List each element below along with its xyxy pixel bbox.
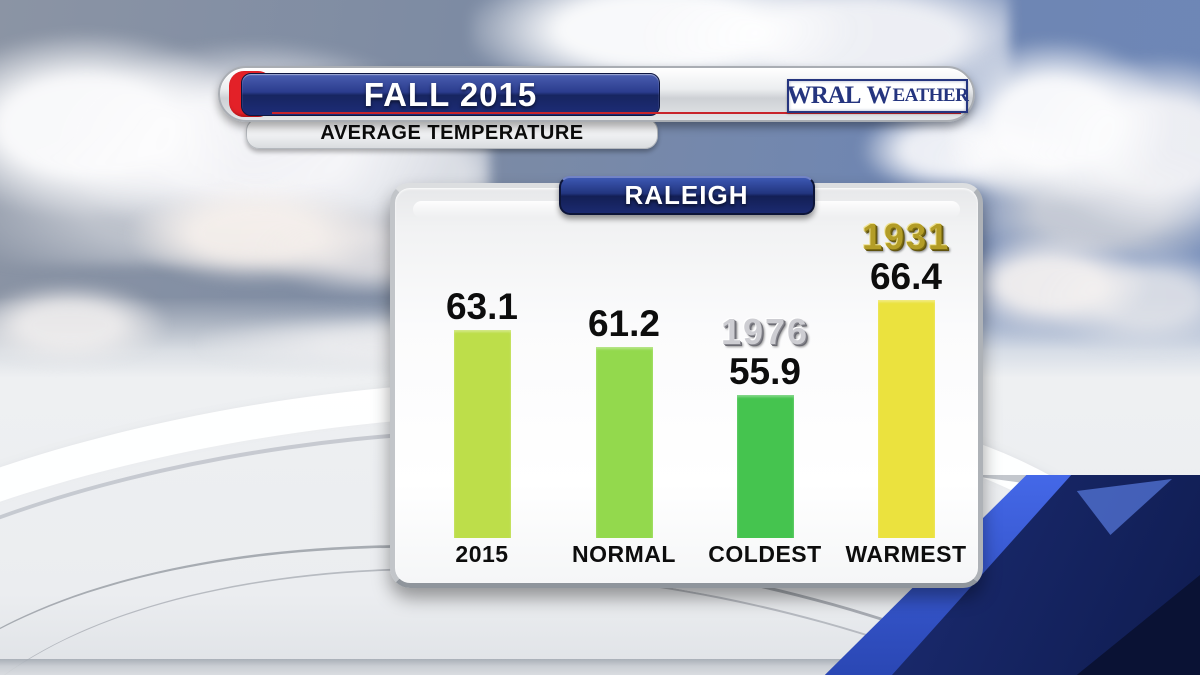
banner-title-pill: FALL 2015 [241,73,660,116]
banner-title: FALL 2015 [363,75,538,113]
title-banner: FALL 2015 WRAL W EATHER [218,66,975,122]
red-underline [272,112,961,114]
chart-panel: RALEIGH 63.1 2015 61.2 NORMAL 1976 55.9 … [390,176,983,588]
logo-wral-text: WRAL [786,82,862,109]
bar-coldest [736,395,794,538]
temperature-value: 55.9 [728,351,801,392]
temperature-value: 63.1 [445,286,518,327]
bar-group-normal: 61.2 NORMAL [556,188,692,568]
category-label: 2015 [455,541,509,567]
bar-group-coldest: 1976 55.9 COLDEST [697,188,833,568]
logo-weather-rest: EATHER [892,85,969,106]
category-label: WARMEST [845,541,967,567]
record-year-label: 1976 [720,311,810,352]
bar-warmest [877,300,935,538]
record-year-label: 1931 [861,216,951,257]
logo-weather-initial: W [866,82,891,109]
floor-strip [0,659,1200,675]
cloud [960,230,1200,350]
temperature-value: 66.4 [869,256,942,297]
wral-weather-logo: WRAL W EATHER [786,79,969,113]
bar-normal [595,347,653,538]
cloud [0,275,180,375]
category-label: COLDEST [708,541,822,567]
bar-group-2015: 63.1 2015 [414,188,550,568]
bar-2015 [453,330,511,538]
city-badge: RALEIGH [558,176,815,215]
subtitle-banner: AVERAGE TEMPERATURE [246,118,658,149]
category-label: NORMAL [572,541,676,567]
bar-group-warmest: 1931 66.4 WARMEST [838,188,974,568]
city-name: RALEIGH [624,180,749,210]
temperature-value: 61.2 [587,303,660,344]
banner-subtitle: AVERAGE TEMPERATURE [320,122,584,144]
cloud [950,35,1200,255]
